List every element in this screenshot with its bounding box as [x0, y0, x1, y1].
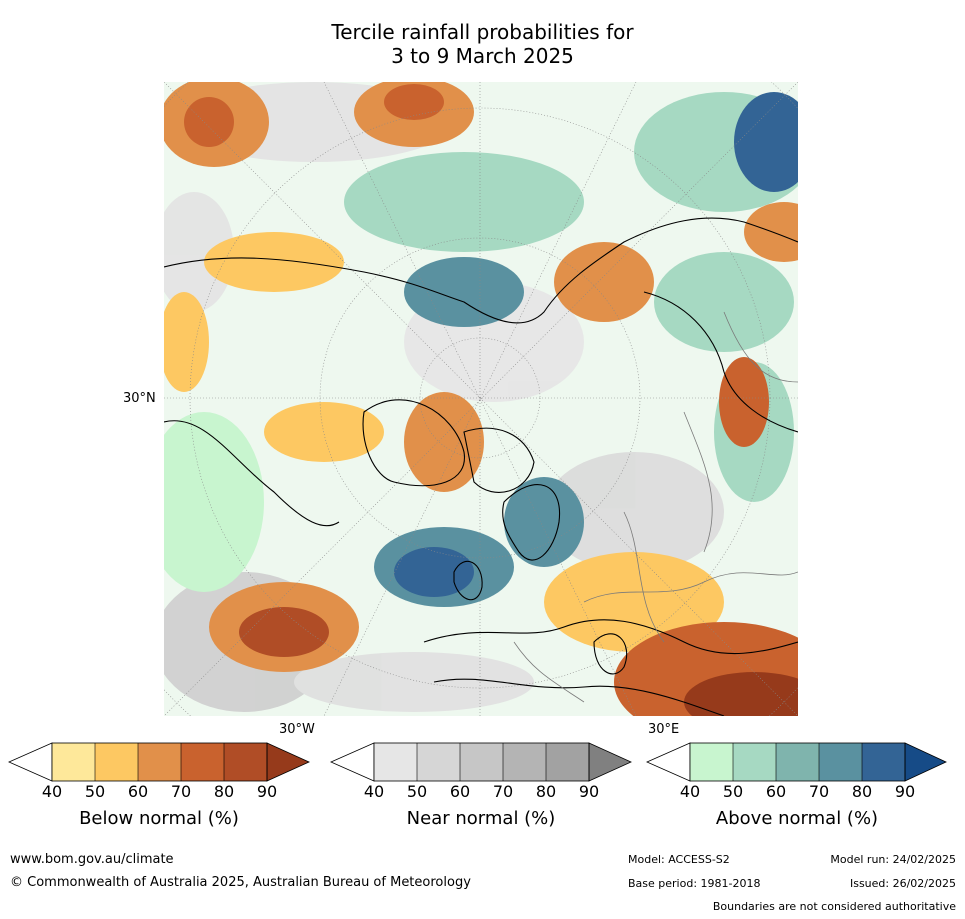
above-tick-80: 80 — [851, 782, 873, 801]
above-normal-regions — [164, 92, 798, 607]
below-normal-colorbar — [8, 742, 310, 782]
below-normal-colorbar-graphic — [8, 742, 310, 782]
near-normal-colorbar-graphic — [330, 742, 632, 782]
model-name: Model: ACCESS-S2 — [628, 853, 730, 866]
map-canvas — [164, 82, 798, 716]
coastlines — [164, 217, 798, 716]
issued-date: Issued: 26/02/2025 — [849, 877, 956, 890]
above-normal-label: Above normal (%) — [715, 808, 879, 829]
near-normal-label: Near normal (%) — [406, 808, 556, 829]
below-tick-60: 60 — [127, 782, 149, 801]
below-tick-50: 50 — [84, 782, 106, 801]
above-tick-50: 50 — [722, 782, 744, 801]
above-tick-90: 90 — [894, 782, 916, 801]
below-tick-90: 90 — [256, 782, 278, 801]
near-tick-90: 90 — [578, 782, 600, 801]
longitude-30e-label: 30°E — [648, 722, 680, 737]
near-tick-40: 40 — [363, 782, 385, 801]
bom-url-link[interactable]: www.bom.gov.au/climate — [10, 852, 174, 867]
above-tick-60: 60 — [765, 782, 787, 801]
longitude-30w-label: 30°W — [279, 722, 315, 737]
copyright-text: © Commonwealth of Australia 2025, Austra… — [10, 875, 471, 890]
map-title: Tercile rainfall probabilities for 3 to … — [0, 20, 965, 68]
latitude-30n-label: 30°N — [123, 391, 156, 406]
below-normal-label: Below normal (%) — [79, 808, 239, 829]
below-tick-40: 40 — [41, 782, 63, 801]
model-run-date: Model run: 24/02/2025 — [830, 853, 956, 866]
near-normal-colorbar — [330, 742, 632, 782]
above-tick-40: 40 — [679, 782, 701, 801]
graticule — [164, 82, 798, 716]
below-tick-80: 80 — [213, 782, 235, 801]
near-tick-70: 70 — [492, 782, 514, 801]
below-tick-70: 70 — [170, 782, 192, 801]
near-tick-80: 80 — [535, 782, 557, 801]
title-line-1: Tercile rainfall probabilities for — [331, 20, 634, 44]
near-tick-60: 60 — [449, 782, 471, 801]
above-normal-colorbar — [646, 742, 947, 782]
probability-map — [164, 82, 798, 716]
country-borders — [513, 311, 798, 703]
boundaries-disclaimer: Boundaries are not considered authoritat… — [712, 900, 956, 913]
above-tick-70: 70 — [808, 782, 830, 801]
near-tick-50: 50 — [406, 782, 428, 801]
title-line-2: 3 to 9 March 2025 — [391, 44, 574, 68]
base-period: Base period: 1981-2018 — [628, 877, 761, 890]
below-normal-regions — [164, 82, 798, 716]
above-normal-colorbar-graphic — [646, 742, 947, 782]
